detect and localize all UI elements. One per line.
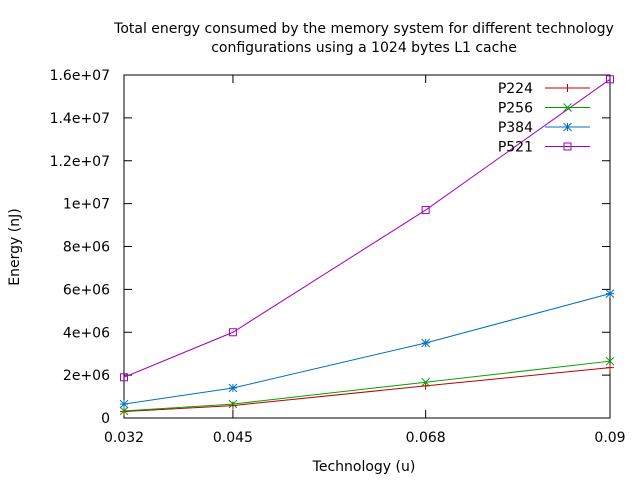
legend-label-p384: P384: [498, 120, 533, 136]
x-tick-label: 0.09: [594, 430, 625, 446]
series-line-p224: [123, 367, 611, 413]
y-tick-label: 8e+06: [63, 240, 110, 256]
series-line-p256: [123, 360, 611, 412]
y-tick-label: 1.2e+07: [50, 154, 110, 170]
data-point-p224: [228, 401, 237, 410]
x-tick-label: 0.068: [406, 430, 446, 446]
legend-label-p224: P224: [498, 81, 533, 97]
data-point-p384: [421, 338, 431, 348]
data-point-p224: [606, 363, 614, 372]
y-tick-label: 6e+06: [63, 282, 110, 298]
legend-label-p256: P256: [498, 101, 533, 117]
y-tick-label: 4e+06: [63, 325, 110, 341]
data-point-p256: [228, 399, 238, 409]
data-point-p521: [228, 328, 237, 337]
series-line-p384: [123, 293, 611, 405]
chart-title-line-2: configurations using a 1024 bytes L1 cac…: [211, 40, 517, 56]
data-point-p384: [119, 399, 129, 409]
x-tick-label: 0.032: [104, 430, 144, 446]
y-tick-label: 1e+07: [63, 197, 110, 213]
y-tick-label: 1.6e+07: [50, 68, 110, 84]
data-point-p384: [605, 289, 615, 299]
series-group: [119, 75, 615, 416]
y-tick-label: 0: [101, 411, 110, 427]
chart-title-line-1: Total energy consumed by the memory syst…: [113, 21, 614, 37]
legend-marker-p256: [563, 103, 572, 112]
y-tick-label: 2e+06: [63, 368, 110, 384]
series-p521: [120, 75, 614, 382]
y-tick-label: 1.4e+07: [50, 111, 110, 127]
axis-ticks: 0 2e+06 4e+06 6e+06 8e+06 1e+07 1.2e+07 1.4e+07…: [50, 68, 626, 446]
legend-label-p521: P521: [498, 140, 533, 156]
y-axis-label: Energy (nJ): [7, 208, 23, 285]
legend-marker-p384: [563, 122, 572, 132]
series-line-p521: [123, 78, 611, 378]
series-p224: [120, 363, 614, 416]
data-point-p521: [120, 373, 128, 382]
data-point-p256: [605, 356, 615, 366]
plot-frame: [123, 74, 611, 419]
series-p256: [119, 356, 615, 416]
series-p384: [119, 289, 615, 409]
x-tick-label: 0.045: [213, 430, 253, 446]
legend-marker-p224: [563, 84, 572, 92]
data-point-p521: [421, 206, 430, 215]
legend: P224 P256 P384 P521: [498, 81, 590, 156]
data-point-p521: [606, 75, 614, 84]
x-axis-label: Technology (u): [312, 459, 416, 475]
legend-marker-p521: [563, 142, 572, 151]
data-point-p224: [421, 381, 430, 390]
data-point-p384: [228, 383, 238, 393]
data-point-p256: [119, 406, 129, 416]
data-point-p256: [421, 377, 431, 387]
